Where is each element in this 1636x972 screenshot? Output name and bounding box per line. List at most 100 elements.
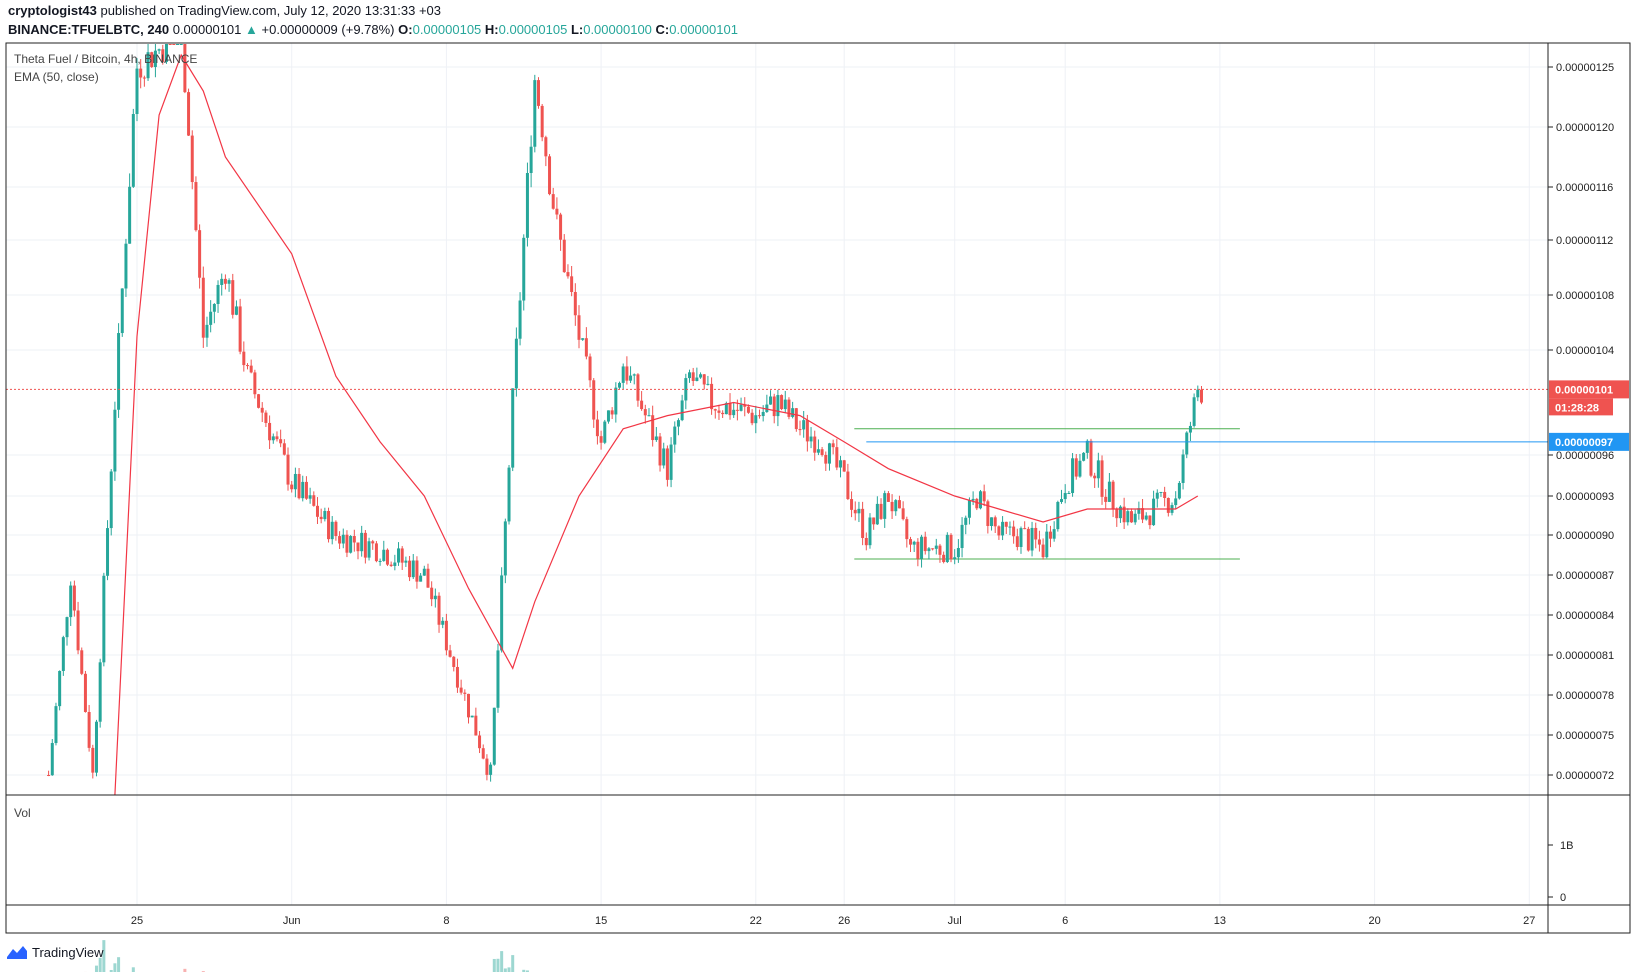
candle-body (688, 372, 691, 379)
price-tick-label: 0.00000104 (1556, 345, 1614, 357)
candle-body (853, 509, 857, 514)
candle-body (194, 182, 198, 231)
volume-bars (83, 940, 529, 972)
candle-body (831, 443, 835, 448)
candle-body (463, 692, 467, 694)
candle-body (113, 409, 117, 472)
candle-body (109, 471, 113, 529)
publish-info: cryptologist43 published on TradingView.… (8, 3, 441, 18)
candle-body (548, 156, 552, 195)
candle-body (514, 338, 518, 389)
candle-body (529, 146, 533, 174)
time-tick-label: 22 (750, 915, 762, 927)
candle-body (794, 408, 798, 430)
time-axis[interactable]: 25 Jun 8 15 22 26 Jul 6 13 20 27 (131, 915, 1536, 927)
candle-body (187, 92, 191, 136)
candle-body (301, 481, 305, 499)
candle-body (238, 306, 242, 352)
candle-body (566, 272, 570, 277)
time-tick-label: 8 (443, 915, 449, 927)
candle-body (198, 230, 202, 278)
candle-body (242, 351, 246, 366)
candle-body (544, 137, 548, 157)
candle-body (827, 443, 831, 464)
candle-body (374, 543, 378, 562)
volume-legend[interactable]: Vol (14, 806, 31, 820)
candle-body (1174, 498, 1178, 506)
candle-body (717, 410, 721, 413)
candle-body (654, 436, 658, 441)
candle-body (1023, 528, 1027, 530)
candle-body (168, 44, 172, 45)
candle-body (209, 311, 213, 325)
candle-body (190, 135, 194, 183)
grid (6, 43, 1548, 905)
candle-body (341, 534, 345, 544)
candle-body (94, 721, 98, 773)
candle-body (735, 409, 739, 411)
countdown-badge-label: 01:28:28 (1555, 402, 1599, 414)
volume-bar (507, 967, 511, 972)
candle-body (264, 412, 268, 423)
volume-bar (113, 963, 117, 972)
candle-body (481, 748, 485, 759)
candle-body (47, 775, 51, 776)
candle-body (87, 711, 91, 748)
candle-body (441, 620, 445, 625)
candle-body (360, 532, 364, 552)
candle-body (315, 505, 319, 517)
candle-body (1170, 505, 1174, 513)
symbol-name[interactable]: BINANCE:TFUELBTC, 240 (8, 22, 170, 37)
volume-bar (94, 965, 98, 972)
candle-body (945, 534, 949, 563)
candle-body (1063, 493, 1067, 500)
volume-bar (496, 958, 500, 972)
candle-body (448, 650, 452, 657)
price-tick-label: 0.00000108 (1556, 290, 1614, 302)
candle-body (1034, 527, 1038, 540)
candle-body (816, 449, 820, 453)
candle-body (1111, 481, 1115, 510)
candle-body (1166, 497, 1170, 513)
panel-frames (5, 42, 1631, 934)
candle-body (485, 758, 489, 775)
tradingview-brand[interactable]: TradingView (6, 944, 104, 960)
candle-body (1115, 509, 1119, 519)
candle-body (271, 436, 275, 441)
candle-body (618, 382, 622, 388)
candle-body (205, 324, 209, 338)
candle-body (385, 549, 389, 565)
candle-body (422, 568, 426, 576)
candle-body (496, 650, 500, 708)
candle-body (1093, 475, 1097, 479)
candle-body (883, 493, 887, 519)
candle-body (636, 374, 640, 401)
candle-body (511, 388, 515, 468)
ema-legend[interactable]: EMA (50, close) (14, 70, 99, 84)
candle-body (352, 536, 356, 543)
candle-body (1037, 539, 1041, 545)
price-change: +0.00000009 (+9.78%) (261, 22, 395, 37)
candle-body (80, 650, 84, 674)
candle-body (875, 503, 879, 525)
candle-body (787, 399, 791, 417)
author-name[interactable]: cryptologist43 (8, 3, 97, 18)
open-value: 0.00000105 (412, 22, 482, 37)
candle-body (1082, 452, 1086, 461)
candle-body (367, 541, 371, 558)
low-value: 0.00000100 (583, 22, 652, 37)
candle-body (573, 292, 577, 316)
candle-body (437, 595, 441, 625)
candle-body (721, 412, 725, 415)
candle-body (419, 575, 423, 582)
candle-body (813, 436, 817, 453)
candle-body (1107, 481, 1111, 502)
candle-body (282, 443, 286, 455)
candle-body (1085, 440, 1089, 453)
price-axis[interactable]: 0.00000125 0.00000120 0.00000116 0.00000112… (1548, 62, 1614, 782)
candle-body (1155, 492, 1159, 499)
candle-body (106, 528, 110, 576)
candle-body (802, 420, 806, 430)
candle-body (503, 521, 507, 576)
